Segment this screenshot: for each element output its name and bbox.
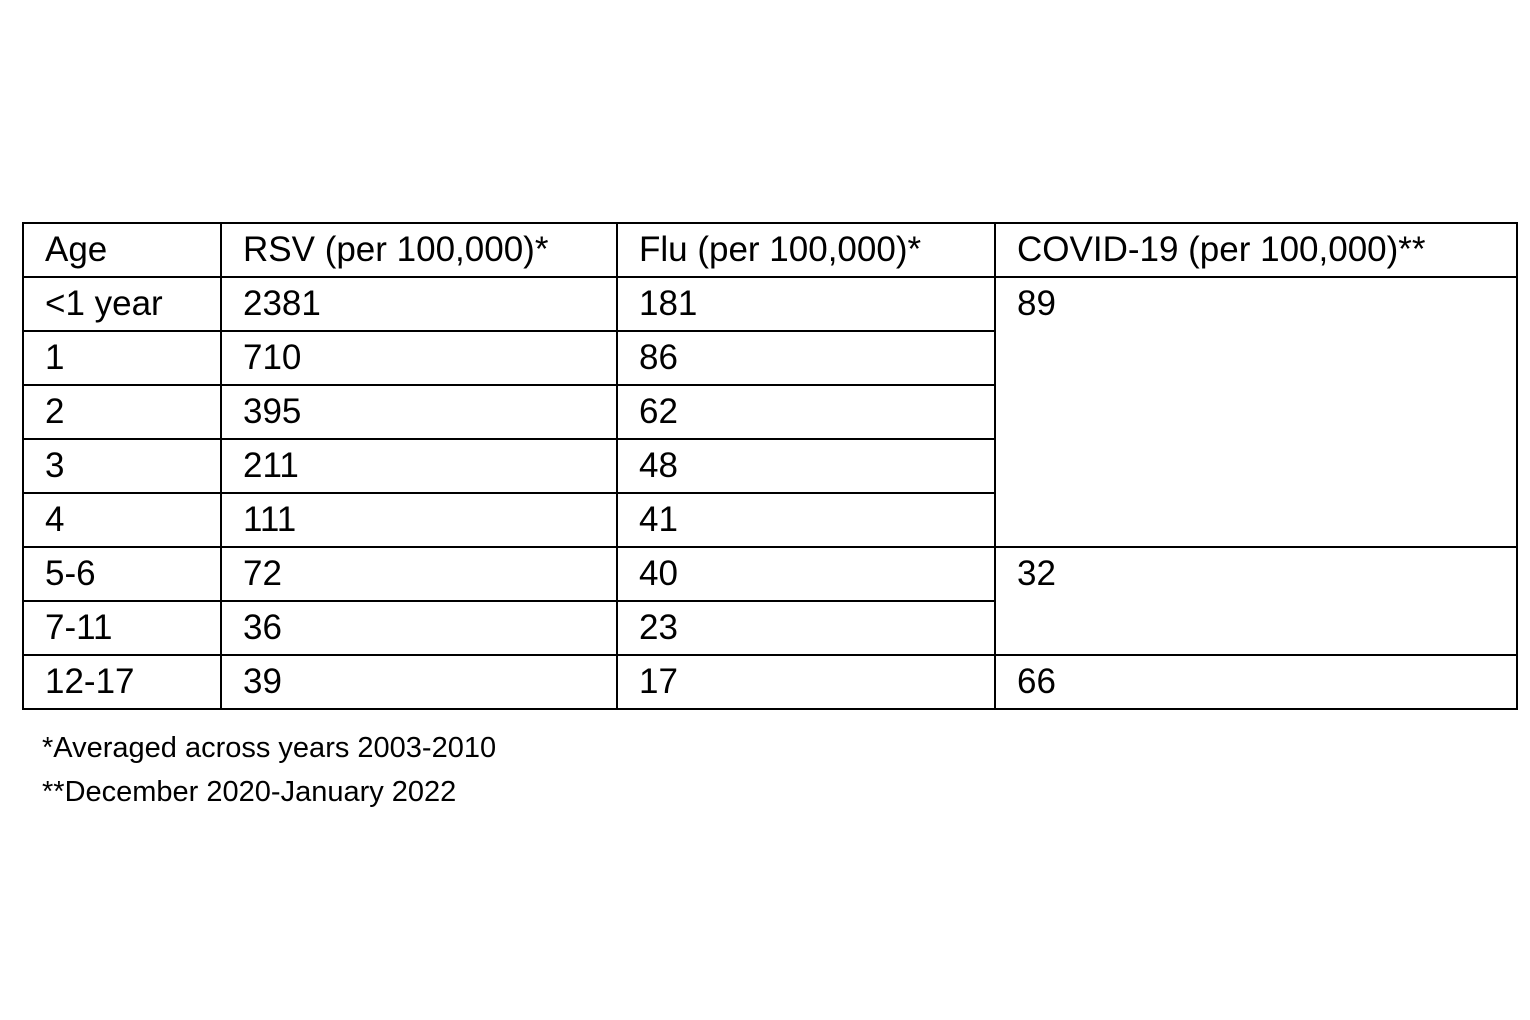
age-cell: 12-17	[22, 654, 222, 710]
header-flu: Flu (per 100,000)*	[616, 222, 996, 278]
table-row: 3 211 48	[22, 438, 1517, 494]
table-row: <1 year 2381 181 89	[22, 276, 1518, 548]
rsv-cell: 72	[220, 546, 618, 602]
header-age: Age	[22, 222, 222, 278]
table-header-row: Age RSV (per 100,000)* Flu (per 100,000)…	[22, 222, 1518, 278]
age-cell: <1 year	[22, 276, 222, 332]
table-row: 7-11 36 23	[22, 600, 1517, 656]
flu-cell: 181	[616, 276, 996, 332]
covid-cell: 32	[994, 546, 1518, 656]
flu-cell: 48	[616, 438, 996, 494]
hospitalization-rate-table: Age RSV (per 100,000)* Flu (per 100,000)…	[22, 222, 1518, 710]
age-cell: 5-6	[22, 546, 222, 602]
table-row: 12-17 39 17 66	[22, 654, 1518, 710]
table-row: 4 111 41	[22, 492, 1517, 548]
age-cell: 2	[22, 384, 222, 440]
flu-cell: 41	[616, 492, 996, 548]
covid-cell: 89	[994, 276, 1518, 548]
rsv-cell: 111	[220, 492, 618, 548]
rsv-cell: 710	[220, 330, 618, 386]
flu-cell: 62	[616, 384, 996, 440]
age-cell: 3	[22, 438, 222, 494]
flu-cell: 17	[616, 654, 996, 710]
flu-cell: 40	[616, 546, 996, 602]
rsv-cell: 211	[220, 438, 618, 494]
rsv-cell: 2381	[220, 276, 618, 332]
flu-cell: 23	[616, 600, 996, 656]
header-covid: COVID-19 (per 100,000)**	[994, 222, 1518, 278]
footnotes: *Averaged across years 2003-2010 **Decem…	[42, 726, 496, 814]
table-row: 5-6 72 40 32	[22, 546, 1518, 656]
table-row: 1 710 86	[22, 330, 1517, 386]
age-cell: 1	[22, 330, 222, 386]
table-row: 2 395 62	[22, 384, 1517, 440]
header-rsv: RSV (per 100,000)*	[220, 222, 618, 278]
footnote-double-star: **December 2020-January 2022	[42, 776, 457, 808]
rsv-cell: 395	[220, 384, 618, 440]
flu-cell: 86	[616, 330, 996, 386]
rsv-cell: 36	[220, 600, 618, 656]
covid-cell: 66	[994, 654, 1518, 710]
rsv-cell: 39	[220, 654, 618, 710]
footnote-single-star: *Averaged across years 2003-2010	[42, 732, 497, 764]
age-cell: 7-11	[22, 600, 222, 656]
age-cell: 4	[22, 492, 222, 548]
